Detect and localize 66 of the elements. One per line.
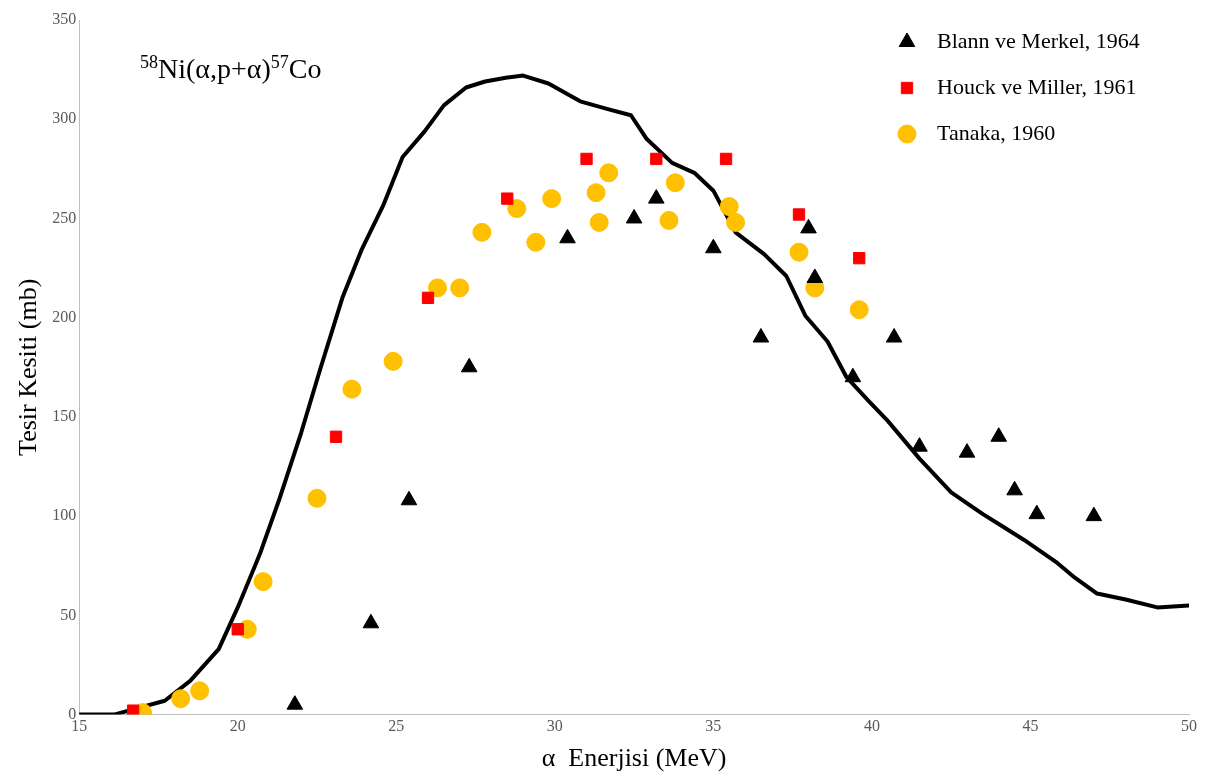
y-axis-title: Tesir Kesiti (mb)	[13, 278, 43, 456]
point	[589, 212, 609, 232]
point	[648, 189, 665, 204]
legend-label: Tanaka, 1960	[937, 119, 1056, 145]
point	[719, 197, 739, 217]
x-tick-label: 25	[388, 717, 405, 735]
point	[507, 199, 527, 219]
point	[665, 173, 685, 193]
point	[752, 328, 770, 343]
annotation: $^{58}$Ni(α,p+α)$^{57}$Co	[140, 52, 322, 86]
x-tick-label: 40	[863, 717, 880, 735]
point	[383, 351, 403, 371]
y-tick-label: 350	[52, 10, 77, 28]
legend-label: Houck ve Miller, 1961	[937, 73, 1137, 99]
point	[559, 228, 576, 244]
point	[726, 212, 746, 232]
point	[990, 427, 1008, 442]
y-tick-label: 200	[52, 307, 77, 325]
point	[421, 291, 435, 304]
point	[719, 152, 733, 166]
point	[126, 704, 140, 715]
point	[542, 189, 562, 209]
point	[599, 163, 619, 183]
x-tick-label: 35	[705, 717, 722, 735]
legend-label: Blann ve Merkel, 1964	[937, 27, 1140, 53]
point	[286, 695, 304, 710]
point	[342, 379, 362, 399]
y-tick-label: 100	[52, 506, 77, 524]
y-tick-label: 300	[52, 109, 77, 127]
point	[958, 443, 976, 458]
point	[1085, 506, 1103, 522]
point	[428, 278, 448, 298]
point	[526, 232, 546, 252]
x-axis-title: α Enerjisi (MeV)	[541, 743, 727, 773]
point	[586, 183, 606, 203]
x-tick-label: 50	[1181, 717, 1197, 735]
point	[1006, 480, 1023, 496]
point	[853, 251, 866, 265]
point	[400, 490, 418, 506]
point	[800, 218, 817, 234]
x-tick-label: 30	[546, 717, 563, 735]
point	[885, 328, 903, 343]
point	[307, 488, 327, 508]
x-tick-label: 20	[229, 717, 246, 735]
point	[625, 208, 643, 224]
point	[806, 268, 824, 283]
point	[849, 300, 869, 320]
point	[1028, 504, 1046, 520]
point	[450, 278, 470, 298]
x-tick-label: 45	[1022, 717, 1039, 735]
point	[460, 357, 478, 373]
point	[650, 152, 663, 166]
point	[472, 222, 492, 242]
point	[580, 152, 593, 166]
point	[501, 192, 514, 205]
y-tick-label: 150	[52, 407, 77, 425]
point	[792, 208, 806, 221]
y-tick-label: 250	[52, 208, 77, 226]
point	[659, 210, 679, 230]
point	[705, 238, 722, 254]
point	[844, 367, 862, 383]
point	[789, 242, 809, 262]
y-tick-label: 50	[60, 605, 77, 623]
point	[911, 437, 928, 452]
point	[329, 430, 343, 443]
point	[362, 613, 380, 629]
